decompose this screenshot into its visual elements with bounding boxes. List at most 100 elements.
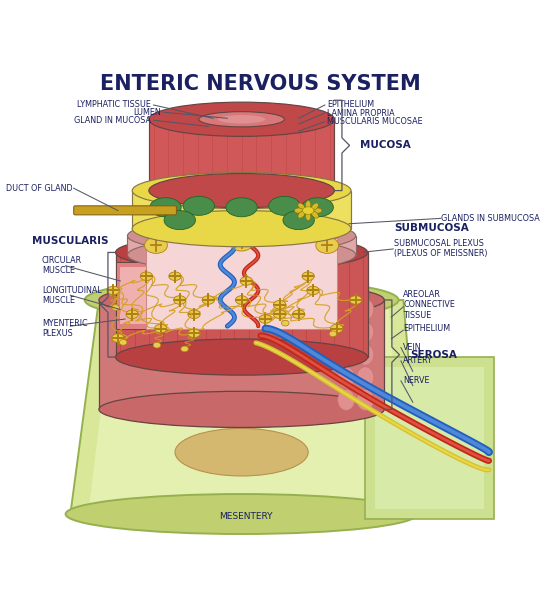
Ellipse shape	[306, 212, 311, 221]
Ellipse shape	[235, 296, 248, 304]
Ellipse shape	[85, 278, 399, 322]
Ellipse shape	[226, 198, 257, 217]
Ellipse shape	[357, 367, 374, 388]
Ellipse shape	[240, 277, 253, 285]
Polygon shape	[120, 267, 189, 324]
Ellipse shape	[230, 235, 253, 251]
Text: MYENTERIC
PLEXUS: MYENTERIC PLEXUS	[42, 319, 88, 338]
Ellipse shape	[99, 282, 385, 318]
Ellipse shape	[153, 343, 161, 348]
Polygon shape	[132, 191, 351, 229]
Ellipse shape	[357, 389, 374, 410]
Ellipse shape	[302, 207, 314, 214]
Ellipse shape	[269, 196, 300, 215]
Ellipse shape	[113, 285, 370, 315]
Ellipse shape	[283, 211, 315, 230]
Text: LONGITUDINAL
MUSCLE: LONGITUDINAL MUSCLE	[42, 286, 102, 305]
Text: SUBMUCOSA: SUBMUCOSA	[394, 223, 469, 233]
Ellipse shape	[132, 211, 351, 247]
Ellipse shape	[274, 301, 286, 309]
Ellipse shape	[119, 340, 127, 345]
Ellipse shape	[115, 339, 368, 375]
Ellipse shape	[311, 203, 318, 210]
Ellipse shape	[306, 200, 311, 209]
Text: DUCT OF GLAND: DUCT OF GLAND	[6, 184, 73, 193]
Ellipse shape	[259, 315, 271, 323]
Ellipse shape	[302, 272, 315, 280]
Text: CIRCULAR
MUSCLE: CIRCULAR MUSCLE	[42, 256, 82, 275]
Ellipse shape	[337, 322, 355, 343]
Text: GLAND IN MUCOSA: GLAND IN MUCOSA	[74, 116, 151, 125]
Text: LUMEN: LUMEN	[133, 107, 161, 116]
Ellipse shape	[330, 324, 343, 333]
Text: SUBMUCOSAL PLEXUS
(PLEXUS OF MEISSNER): SUBMUCOSAL PLEXUS (PLEXUS OF MEISSNER)	[394, 239, 487, 259]
Ellipse shape	[218, 115, 265, 124]
Polygon shape	[99, 300, 385, 409]
Ellipse shape	[126, 310, 138, 319]
Ellipse shape	[329, 331, 337, 337]
Ellipse shape	[107, 286, 119, 295]
Text: VEIN: VEIN	[403, 343, 422, 352]
Polygon shape	[71, 300, 422, 514]
Ellipse shape	[307, 286, 319, 295]
Ellipse shape	[127, 218, 356, 253]
Ellipse shape	[112, 334, 124, 343]
Ellipse shape	[337, 389, 355, 410]
Text: LAMINA PROPRIA: LAMINA PROPRIA	[327, 109, 395, 118]
Ellipse shape	[188, 310, 200, 319]
Text: GLANDS IN SUBMUCOSA: GLANDS IN SUBMUCOSA	[441, 214, 540, 223]
Ellipse shape	[357, 344, 374, 365]
Ellipse shape	[350, 296, 362, 304]
Ellipse shape	[169, 272, 181, 280]
Text: AREOLAR
CONNECTIVE
TISSUE: AREOLAR CONNECTIVE TISSUE	[403, 290, 455, 320]
Ellipse shape	[144, 237, 167, 253]
Polygon shape	[147, 238, 337, 329]
Ellipse shape	[188, 329, 200, 338]
Ellipse shape	[337, 299, 355, 320]
Ellipse shape	[147, 362, 337, 428]
Polygon shape	[375, 367, 484, 509]
Polygon shape	[115, 262, 194, 329]
Text: ARTERY: ARTERY	[403, 356, 433, 365]
Ellipse shape	[173, 296, 186, 304]
Ellipse shape	[294, 208, 303, 213]
Ellipse shape	[337, 367, 355, 388]
Ellipse shape	[183, 196, 214, 215]
Ellipse shape	[66, 494, 417, 534]
Ellipse shape	[316, 237, 339, 253]
Ellipse shape	[202, 296, 214, 304]
Text: EPITHELIUM: EPITHELIUM	[403, 324, 450, 333]
Ellipse shape	[150, 198, 181, 217]
Polygon shape	[365, 357, 494, 519]
Text: SEROSA: SEROSA	[410, 350, 457, 359]
Text: LYMPHATIC TISSUE: LYMPHATIC TISSUE	[77, 100, 151, 109]
Ellipse shape	[132, 173, 351, 209]
Ellipse shape	[298, 203, 305, 210]
Ellipse shape	[175, 428, 308, 476]
Ellipse shape	[181, 346, 188, 352]
Ellipse shape	[282, 320, 289, 326]
Ellipse shape	[302, 198, 333, 217]
Polygon shape	[89, 310, 403, 505]
Ellipse shape	[155, 324, 167, 333]
Ellipse shape	[199, 112, 284, 127]
Ellipse shape	[313, 208, 322, 213]
Ellipse shape	[140, 272, 153, 280]
Ellipse shape	[337, 344, 355, 365]
Polygon shape	[127, 236, 356, 255]
Ellipse shape	[311, 211, 318, 218]
Ellipse shape	[149, 173, 334, 208]
Text: MUCOSA: MUCOSA	[360, 140, 411, 151]
Ellipse shape	[127, 238, 356, 272]
Text: NERVE: NERVE	[403, 376, 430, 385]
Ellipse shape	[115, 235, 368, 271]
Ellipse shape	[357, 322, 374, 343]
Text: MESENTERY: MESENTERY	[219, 512, 273, 521]
Ellipse shape	[357, 299, 374, 320]
Text: ENTERIC NERVOUS SYSTEM: ENTERIC NERVOUS SYSTEM	[100, 74, 421, 94]
Polygon shape	[149, 119, 334, 191]
Ellipse shape	[164, 211, 195, 230]
Ellipse shape	[298, 211, 305, 218]
Ellipse shape	[149, 102, 334, 136]
Ellipse shape	[274, 310, 286, 319]
